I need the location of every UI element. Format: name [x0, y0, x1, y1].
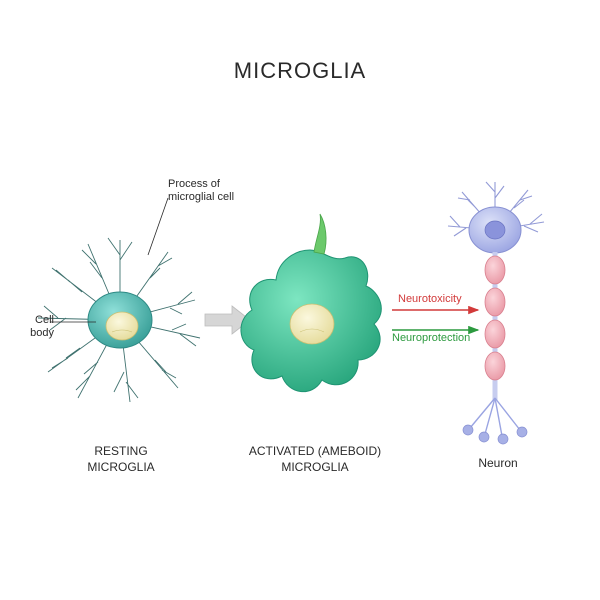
diagram-svg: [0, 0, 600, 600]
neurotoxicity-label: Neurotoxicity: [398, 293, 462, 306]
activated-cell: [241, 214, 381, 392]
neuroprotection-label: Neuroprotection: [392, 332, 470, 345]
neuron: [448, 182, 544, 444]
resting-caption: RESTINGMICROGLIA: [76, 444, 166, 475]
resting-nucleus: [106, 312, 138, 340]
process-label: Process ofmicroglial cell: [168, 178, 234, 203]
cellbody-label: Cell body: [12, 314, 54, 339]
neuron-caption: Neuron: [468, 456, 528, 472]
activated-caption: ACTIVATED (AMEBOID)MICROGLIA: [240, 444, 390, 475]
